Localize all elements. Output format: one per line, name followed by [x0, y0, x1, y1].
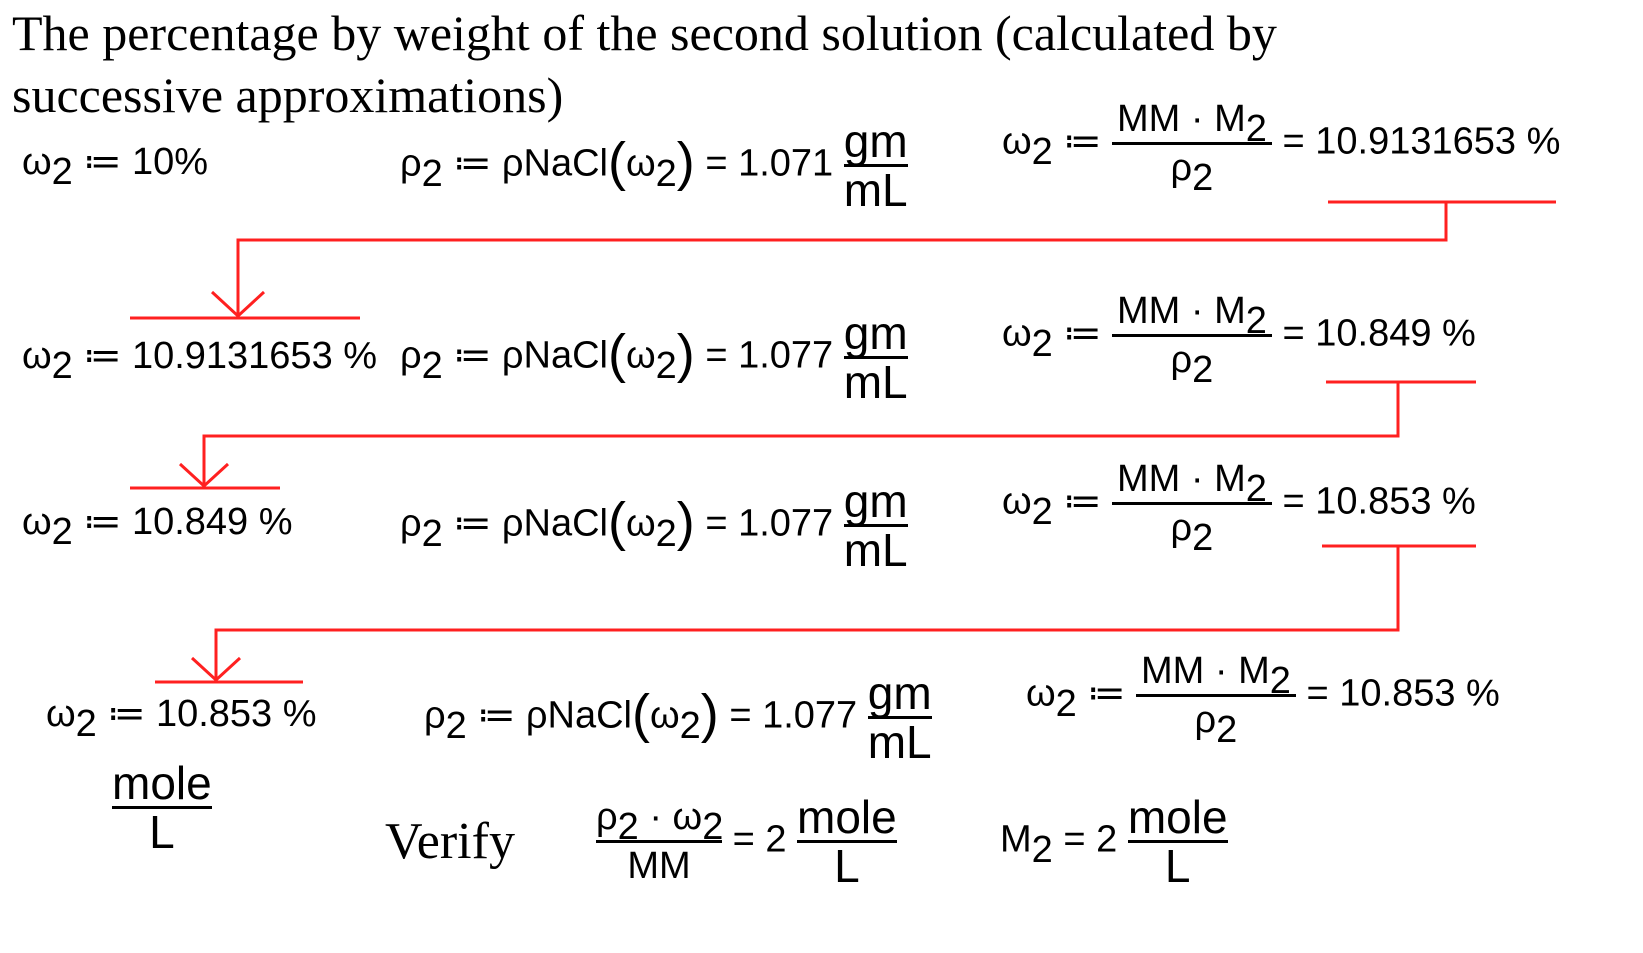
- density-calc-row2: ρ2 ≔ ρNaCl(ω2) = 1.077 gm mL: [400, 307, 908, 408]
- page-heading: The percentage by weight of the second s…: [12, 5, 1277, 123]
- connector-arrow-1-path: [236, 202, 1448, 316]
- connector-arrow-2-head: [178, 462, 230, 489]
- density-calc-row4: ρ2 ≔ ρNaCl(ω2) = 1.077 gm mL: [424, 667, 932, 768]
- connector-arrow-3-path: [214, 546, 1400, 680]
- stray-unit-mole-per-liter: mole L: [112, 757, 212, 858]
- omega-output-row3: ω2 ≔ MM · M2 ρ2 = 10.853 %: [1002, 458, 1476, 559]
- omega-input-row2: ω2 ≔ 10.9131653 %: [22, 335, 378, 387]
- omega-output-row4: ω2 ≔ MM · M2 ρ2 = 10.853 %: [1026, 650, 1500, 751]
- omega-input-row1: ω2 ≔ 10%: [22, 141, 208, 193]
- omega-input-row4: ω2 ≔ 10.853 %: [46, 693, 317, 745]
- omega-output-row2: ω2 ≔ MM · M2 ρ2 = 10.849 %: [1002, 290, 1476, 391]
- m2-value-expression: M2 = 2 mole L: [1000, 791, 1228, 892]
- connector-arrow-1-head: [210, 290, 266, 319]
- omega-output-row1: ω2 ≔ MM · M2 ρ2 = 10.9131653 %: [1002, 98, 1561, 199]
- omega-input-row3: ω2 ≔ 10.849 %: [22, 501, 293, 553]
- verify-molarity-expression: ρ2 · ω2 MM = 2 mole L: [596, 791, 897, 892]
- connector-arrow-2-path: [202, 382, 1400, 486]
- connector-arrow-3-head: [190, 656, 242, 683]
- density-calc-row3: ρ2 ≔ ρNaCl(ω2) = 1.077 gm mL: [400, 475, 908, 576]
- verify-label: Verify: [385, 813, 515, 870]
- density-calc-row1: ρ2 ≔ ρNaCl(ω2) = 1.071 gm mL: [400, 115, 908, 216]
